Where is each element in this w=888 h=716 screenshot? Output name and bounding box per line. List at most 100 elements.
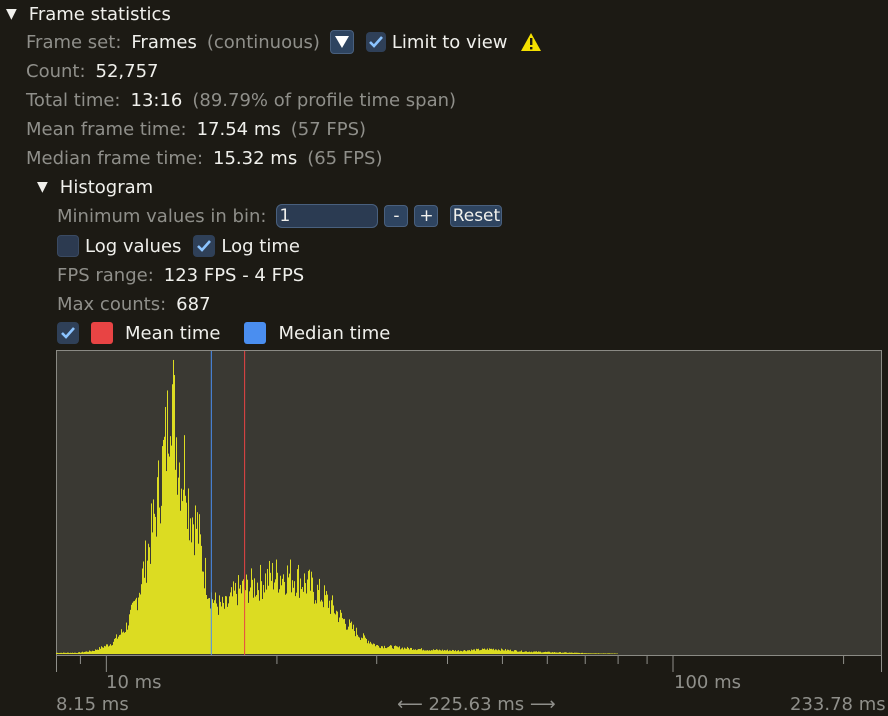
histogram-bar: [590, 653, 591, 654]
median-frame-time-label: Median frame time:: [26, 147, 204, 169]
histogram-bar: [419, 649, 420, 654]
histogram-bar: [323, 607, 324, 654]
frame-set-row: Frame set: Frames (continuous) Limit to …: [26, 28, 542, 56]
histogram-bar: [59, 652, 60, 654]
histogram-bar: [536, 651, 537, 654]
histogram-bar: [203, 571, 204, 654]
histogram-bar: [363, 633, 364, 654]
collapse-triangle-icon[interactable]: ▼: [6, 6, 17, 22]
histogram-plot[interactable]: [56, 350, 882, 656]
count-label: Count:: [26, 60, 86, 82]
histogram-bar: [92, 650, 93, 654]
warning-icon[interactable]: [520, 32, 542, 52]
log-time-checkbox[interactable]: [193, 235, 216, 257]
histogram-bar: [218, 614, 219, 654]
histogram-bar: [512, 651, 513, 654]
histogram-bar: [459, 651, 460, 654]
decrement-button[interactable]: -: [384, 205, 409, 227]
histogram-bar: [366, 638, 367, 654]
histogram-bar: [318, 590, 319, 654]
histogram-bar: [305, 583, 306, 654]
histogram-bar: [359, 637, 360, 654]
histogram-bar: [490, 648, 491, 654]
histogram-bar: [63, 652, 64, 654]
histogram-bar: [133, 601, 134, 654]
histogram-bar: [368, 640, 369, 654]
histogram-bar: [492, 649, 493, 654]
histogram-bar: [406, 648, 407, 654]
histogram-bar: [431, 650, 432, 654]
histogram-bar: [569, 652, 570, 654]
histogram-bar: [541, 652, 542, 654]
histogram-bar: [185, 495, 186, 654]
histogram-bar: [573, 652, 574, 654]
histogram-header[interactable]: ▼ Histogram: [37, 173, 153, 201]
histogram-bar: [447, 649, 448, 654]
histogram-bar: [428, 650, 429, 654]
histogram-bar: [161, 505, 162, 654]
histogram-bar: [208, 598, 209, 654]
histogram-bar: [86, 651, 87, 654]
histogram-bar: [83, 652, 84, 654]
min-bin-input[interactable]: 1: [276, 204, 379, 228]
histogram-bar: [537, 652, 538, 654]
histogram-bar: [390, 645, 391, 654]
histogram-bar: [384, 645, 385, 654]
histogram-bar: [163, 439, 164, 654]
increment-button[interactable]: +: [414, 205, 439, 227]
histogram-bar: [144, 577, 145, 654]
histogram-bar: [308, 570, 309, 654]
histogram-bar: [425, 650, 426, 654]
histogram-bar: [593, 653, 594, 654]
histogram-bar: [518, 651, 519, 654]
histogram-bar: [100, 648, 101, 654]
time-axis-ticks: [56, 656, 882, 672]
histogram-bar: [514, 650, 515, 654]
histogram-bar: [371, 643, 372, 654]
histogram-bar: [472, 650, 473, 654]
histogram-bar: [520, 651, 521, 654]
histogram-bar: [209, 598, 210, 654]
histogram-bar: [451, 650, 452, 654]
histogram-bar: [307, 579, 308, 654]
frame-set-dropdown-button[interactable]: [329, 30, 354, 54]
histogram-bar: [382, 646, 383, 654]
histogram-bar: [467, 650, 468, 654]
histogram-bar: [494, 650, 495, 654]
histogram-bar: [253, 597, 254, 654]
histogram-bars: [56, 359, 618, 654]
histogram-bar: [521, 650, 522, 654]
histogram-bar: [228, 603, 229, 654]
histogram-bar: [584, 653, 585, 654]
mean-time-legend-label: Mean time: [125, 322, 221, 344]
limit-to-view-checkbox[interactable]: [365, 32, 386, 52]
histogram-bar: [564, 652, 565, 654]
histogram-bar: [245, 590, 246, 654]
histogram-bar: [355, 636, 356, 654]
histogram-bar: [335, 614, 336, 654]
histogram-bar: [109, 645, 110, 654]
histogram-bar: [70, 652, 71, 654]
histogram-bar: [294, 581, 295, 654]
histogram-bar: [324, 585, 325, 654]
histogram-bar: [405, 648, 406, 654]
histogram-bar: [422, 650, 423, 654]
log-values-checkbox[interactable]: [57, 235, 79, 257]
histogram-bar: [60, 652, 61, 654]
histogram-bar: [404, 647, 405, 654]
histogram-bar: [507, 649, 508, 654]
frame-statistics-header[interactable]: ▼ Frame statistics: [6, 0, 171, 28]
histogram-bar: [558, 652, 559, 654]
show-lines-checkbox[interactable]: [57, 322, 79, 344]
histogram-bar: [587, 653, 588, 654]
histogram-bar: [311, 571, 312, 654]
histogram-bar: [466, 651, 467, 654]
collapse-triangle-icon[interactable]: ▼: [37, 179, 48, 195]
histogram-bar: [450, 650, 451, 654]
histogram-bar: [397, 646, 398, 654]
histogram-bar: [251, 568, 252, 654]
histogram-bar: [219, 595, 220, 654]
histogram-bar: [609, 653, 610, 654]
reset-button[interactable]: Reset: [450, 205, 503, 227]
axis-span-value: 225.63 ms: [428, 694, 525, 715]
